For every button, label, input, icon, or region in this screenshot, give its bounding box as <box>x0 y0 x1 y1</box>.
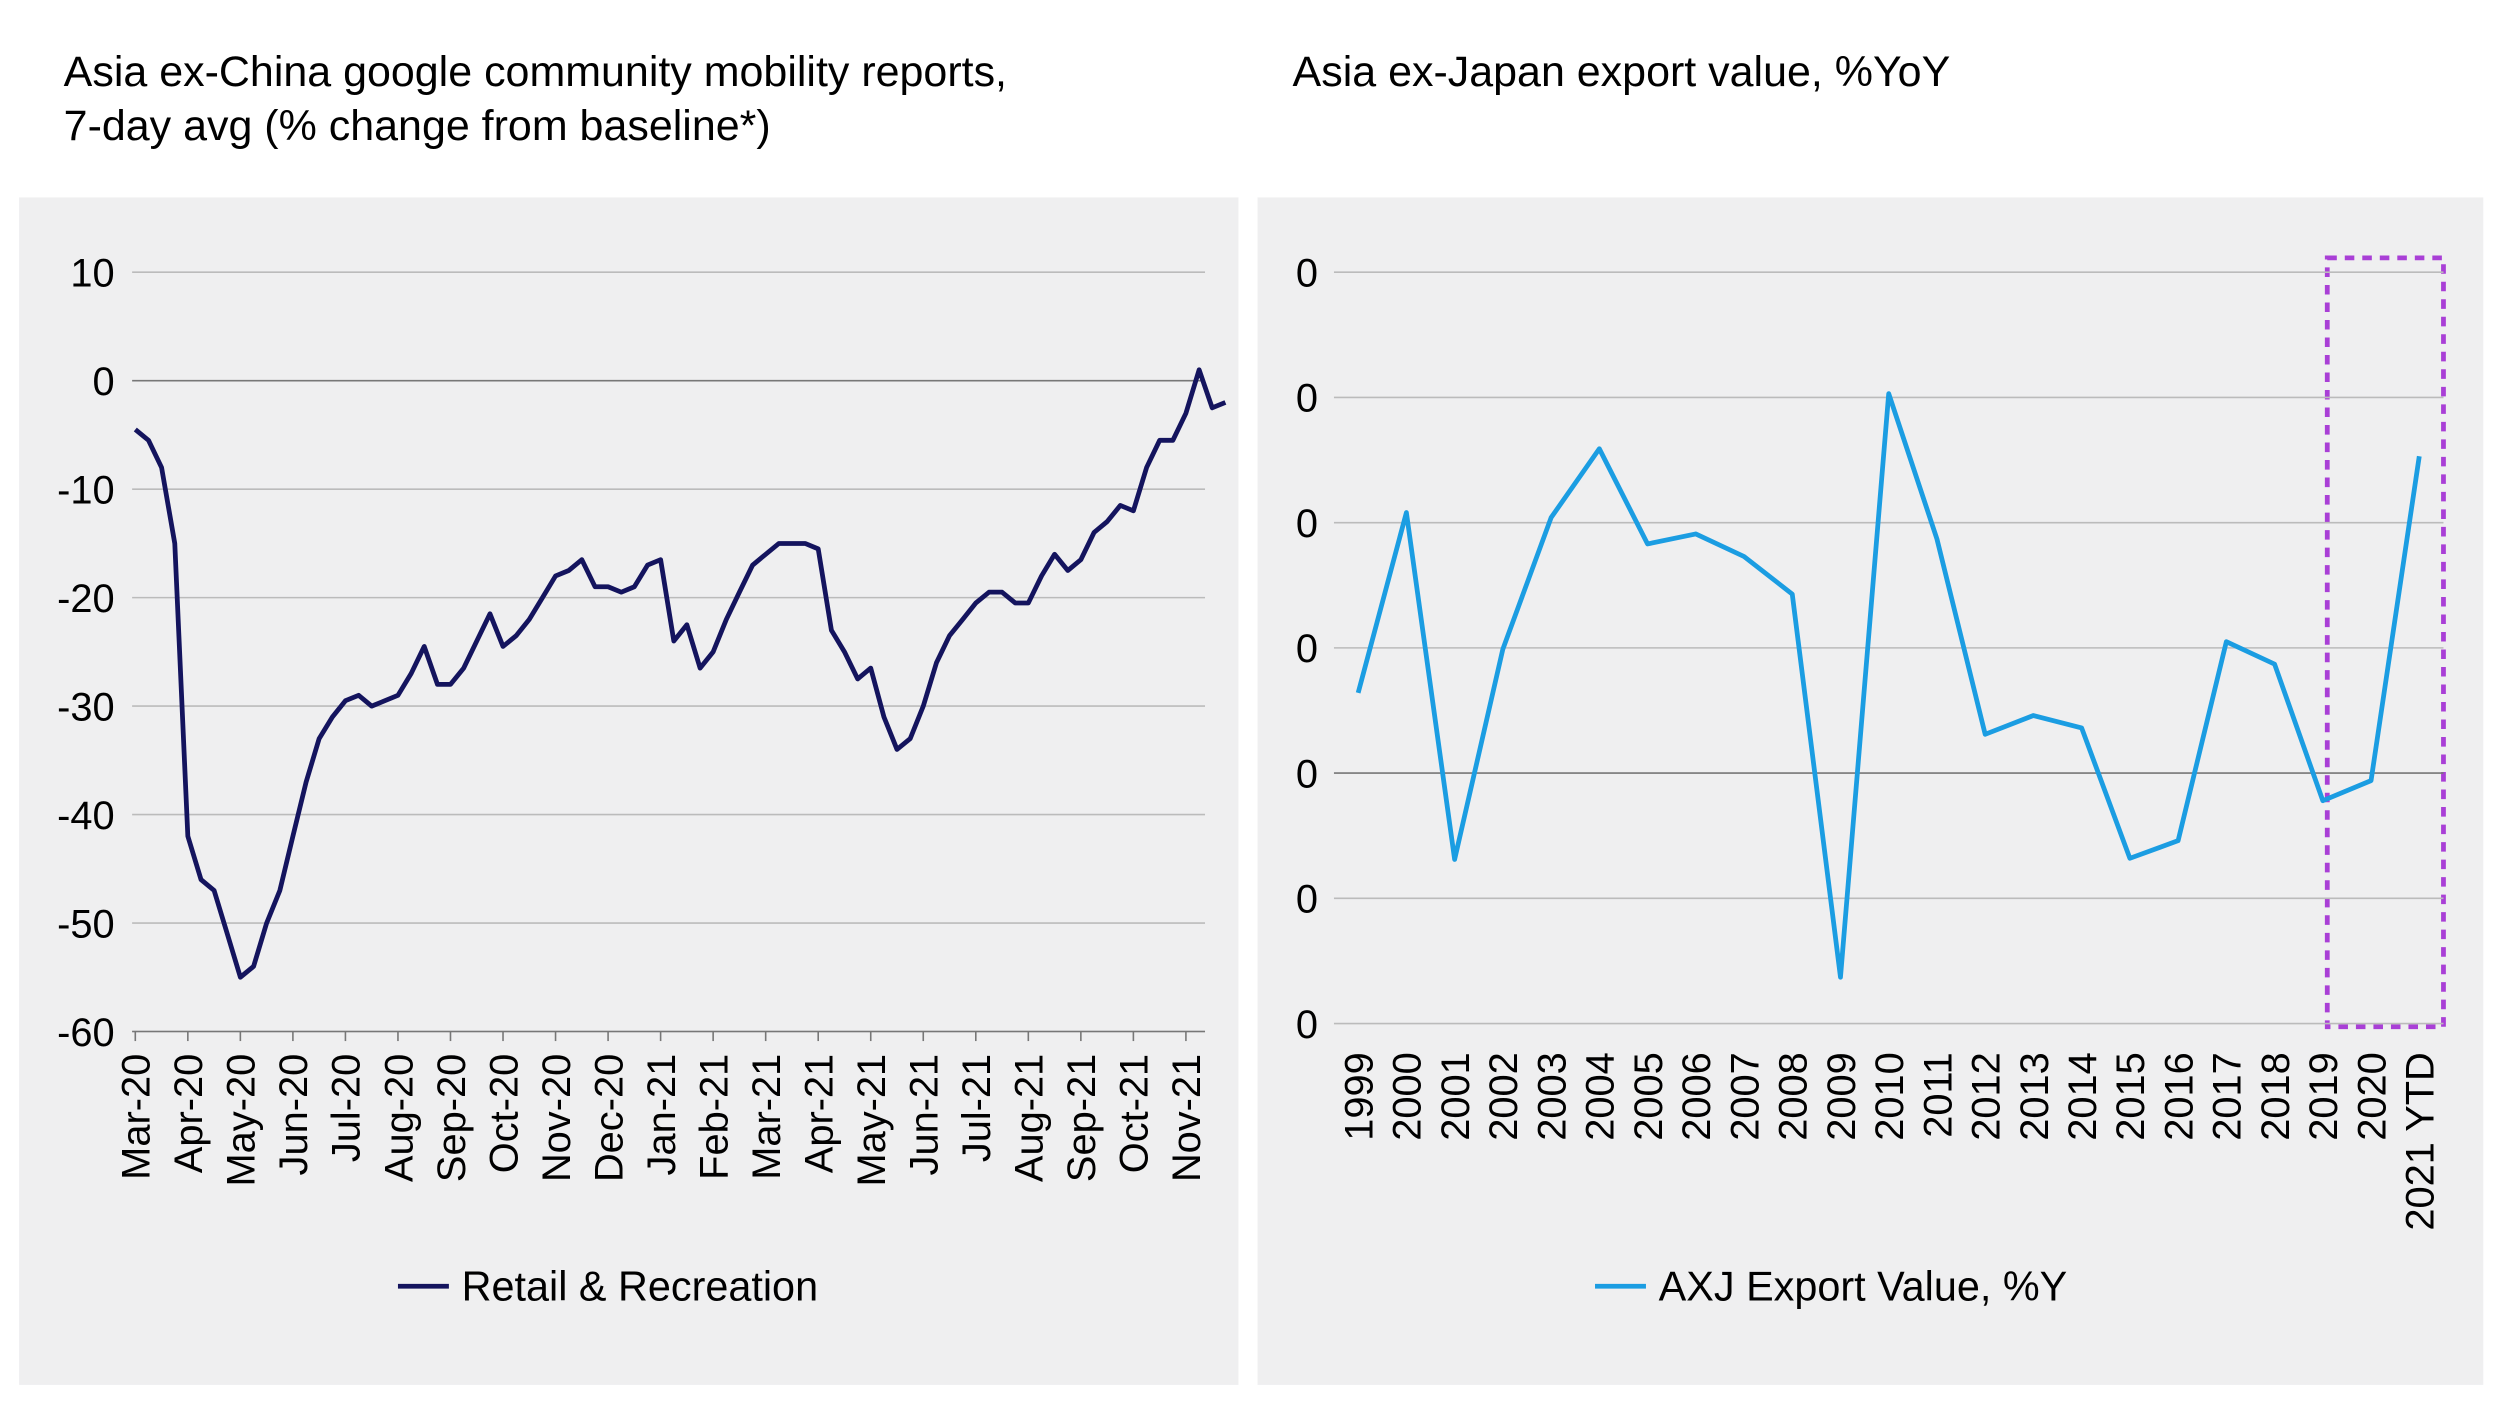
x-tick-label: Dec-20 <box>587 1054 631 1182</box>
y-tick-label: 0 <box>1296 627 1318 671</box>
x-tick-label: Nov-21 <box>1165 1054 1209 1182</box>
x-tick-label: 2020 <box>2350 1052 2394 1141</box>
x-tick-label: 2009 <box>1820 1052 1864 1141</box>
highlight-box <box>2324 255 2446 1030</box>
x-tick-label: 2018 <box>2254 1052 2298 1141</box>
x-tick-label: 2014 <box>2061 1052 2105 1141</box>
x-tick-label: Jun-20 <box>272 1054 316 1176</box>
x-tick-label: 2015 <box>2109 1052 2153 1141</box>
x-tick-label: May-20 <box>220 1054 264 1187</box>
y-tick-label: -20 <box>57 577 115 621</box>
y-tick-label: -40 <box>57 794 115 838</box>
y-tick-label: -50 <box>57 902 115 946</box>
x-tick-label: Mar-21 <box>745 1054 789 1180</box>
y-tick-label: 10 <box>70 252 114 296</box>
x-tick-label: 2010 <box>1868 1052 1912 1141</box>
x-tick-label: Mar-20 <box>115 1054 159 1180</box>
legend-label: AXJ Export Value, %Y <box>1659 1264 2068 1310</box>
x-tick-label: 2004 <box>1579 1052 1623 1140</box>
x-tick-label: 2003 <box>1530 1052 1574 1140</box>
x-tick-label: 2013 <box>2013 1052 2057 1141</box>
chart-title: Asia ex-China google community mobility … <box>64 48 1007 96</box>
y-tick-label: -10 <box>57 468 115 512</box>
x-tick-label: Sep-21 <box>1060 1054 1104 1182</box>
line <box>1355 391 2422 980</box>
y-tick-label: 0 <box>1296 377 1318 421</box>
x-tick-label: May-21 <box>850 1054 894 1187</box>
x-tick-label: 1999 <box>1337 1052 1381 1140</box>
x-tick-label: 2007 <box>1723 1052 1767 1141</box>
x-tick-label: Oct-21 <box>1113 1054 1157 1173</box>
x-tick-label: 2012 <box>1965 1052 2009 1141</box>
right-panel <box>1257 197 2484 1385</box>
x-tick-label: 2005 <box>1627 1052 1671 1141</box>
x-tick-label: 2011 <box>1916 1052 1960 1138</box>
x-tick-label: 2016 <box>2157 1052 2201 1141</box>
x-tick-label: 2000 <box>1386 1052 1430 1140</box>
x-tick-label: Jul-21 <box>955 1054 999 1162</box>
y-tick-label: 0 <box>1296 878 1318 922</box>
x-tick-label: 2001 <box>1434 1052 1478 1140</box>
chart-title: 7-day avg (% change from baseline*) <box>64 102 771 150</box>
x-tick-label: Feb-21 <box>692 1054 736 1180</box>
chart-title: Asia ex-Japan export value, %YoY <box>1293 48 1951 96</box>
line <box>133 367 1227 980</box>
x-tick-label: 2017 <box>2206 1052 2250 1141</box>
y-tick-label: -30 <box>57 685 115 729</box>
y-tick-label: 0 <box>1296 252 1318 296</box>
x-tick-label: Nov-20 <box>535 1054 579 1182</box>
x-tick-label: Sep-20 <box>430 1054 474 1182</box>
x-tick-label: 2019 <box>2302 1052 2346 1141</box>
x-tick-label: Aug-21 <box>1008 1054 1052 1182</box>
x-tick-label: Oct-20 <box>482 1054 526 1173</box>
x-tick-label: Aug-20 <box>377 1054 421 1182</box>
y-tick-label: -60 <box>57 1011 115 1055</box>
x-tick-label: 2002 <box>1482 1052 1526 1140</box>
y-tick-label: 0 <box>1296 502 1318 546</box>
y-tick-label: 0 <box>1296 752 1318 796</box>
legend-label: Retail & Recreation <box>462 1264 818 1310</box>
left-panel <box>19 197 1239 1385</box>
x-tick-label: Apr-21 <box>798 1054 842 1173</box>
y-tick-label: 0 <box>92 360 114 404</box>
x-tick-label: Apr-20 <box>167 1054 211 1173</box>
y-tick-label: 0 <box>1296 1003 1318 1047</box>
x-tick-label: Jan-21 <box>640 1054 684 1176</box>
x-tick-label: Jul-20 <box>325 1054 369 1162</box>
x-tick-label: 2021 YTD <box>2399 1052 2443 1230</box>
x-tick-label: Jun-21 <box>903 1054 947 1176</box>
x-tick-label: 2006 <box>1675 1052 1719 1141</box>
x-tick-label: 2008 <box>1772 1052 1816 1141</box>
